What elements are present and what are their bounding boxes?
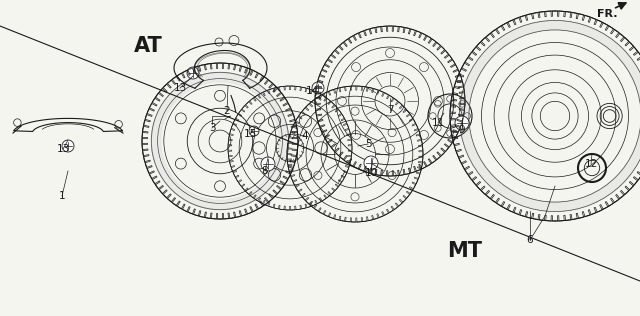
Text: 2: 2 xyxy=(224,106,230,116)
Text: 11: 11 xyxy=(431,118,445,128)
Text: 4: 4 xyxy=(301,131,308,141)
Text: 9: 9 xyxy=(459,125,465,135)
Circle shape xyxy=(261,157,275,171)
Text: 10: 10 xyxy=(364,168,378,178)
Text: 6: 6 xyxy=(527,235,533,245)
Text: 13: 13 xyxy=(56,144,70,154)
Text: 1: 1 xyxy=(59,191,65,201)
Text: MT: MT xyxy=(447,241,483,261)
Text: 14: 14 xyxy=(305,86,319,96)
Circle shape xyxy=(249,126,259,136)
Text: 5: 5 xyxy=(365,139,371,149)
Circle shape xyxy=(62,140,74,152)
Text: 15: 15 xyxy=(243,129,257,139)
Circle shape xyxy=(312,82,324,94)
Text: 12: 12 xyxy=(584,159,598,169)
Text: 3: 3 xyxy=(209,123,215,133)
Text: AT: AT xyxy=(134,36,163,56)
Text: 8: 8 xyxy=(262,166,268,176)
Circle shape xyxy=(455,116,469,130)
Circle shape xyxy=(187,67,199,79)
Text: 13: 13 xyxy=(173,83,187,93)
Text: 7: 7 xyxy=(387,105,394,115)
Circle shape xyxy=(364,156,378,170)
Text: FR.: FR. xyxy=(597,9,618,19)
